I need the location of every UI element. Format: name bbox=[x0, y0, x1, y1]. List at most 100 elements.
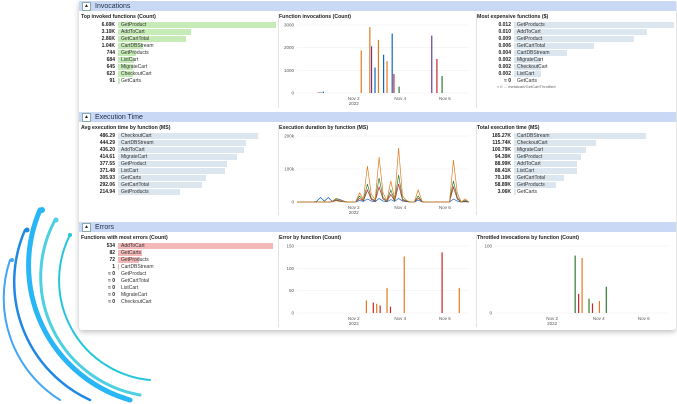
bar-row[interactable]: 414.61 MigrateCart bbox=[81, 153, 277, 160]
bar-row[interactable]: ≈ 0 GetProduct bbox=[81, 270, 277, 277]
bar-fill bbox=[514, 146, 586, 153]
bar-row[interactable]: 305.93 GetCarts bbox=[81, 174, 277, 181]
bar-row[interactable]: ≈ 0 GetCartTotal bbox=[81, 277, 277, 284]
collapse-toggle-icon[interactable]: ▲ bbox=[82, 112, 91, 122]
bar-row[interactable]: 72 GetProducts bbox=[81, 256, 277, 263]
bar-row[interactable]: 70.10K GetCartTotal bbox=[477, 174, 674, 181]
section-header-errors[interactable]: ▲ Errors bbox=[79, 222, 676, 232]
y-tick-label: 100 bbox=[286, 266, 294, 271]
chart-bar bbox=[317, 92, 319, 93]
bar-value: 88.99K bbox=[494, 160, 511, 167]
bar-row[interactable]: 486.29 CheckoutCart bbox=[81, 132, 277, 139]
bar-row[interactable]: 185.27K CartDBStream bbox=[477, 132, 674, 139]
bar-row[interactable]: 377.55 GetProduct bbox=[81, 160, 277, 167]
bar-value: 88.41K bbox=[494, 167, 511, 174]
bar-label: AddToCart bbox=[517, 160, 541, 167]
function-invocations-panel: Function invocations (Count) 0 1000 2000 30… bbox=[279, 14, 475, 109]
x-tick-label: Nov 6 bbox=[439, 316, 451, 321]
bar-label: GetProduct bbox=[517, 35, 543, 42]
bar-label: CartDBStream bbox=[517, 49, 550, 56]
bar-row[interactable]: 444.29 CartDBStream bbox=[81, 139, 277, 146]
bar-row[interactable]: 534 AddToCart bbox=[81, 242, 277, 249]
bar-label: GetProduct bbox=[121, 270, 147, 277]
bar-fill bbox=[118, 132, 258, 139]
bar-row[interactable]: 1 CartDBStream bbox=[81, 263, 277, 270]
chart-bar bbox=[372, 302, 374, 313]
bar-label: AddToCart bbox=[517, 28, 541, 35]
bar-row[interactable]: 2.86K GetCartTotal bbox=[81, 35, 277, 42]
x-tick-sublabel: 2022 bbox=[547, 321, 558, 326]
bar-fill bbox=[118, 167, 225, 174]
bar-label: AddToCart bbox=[121, 242, 145, 249]
bar-row[interactable]: 436.20 AddToCart bbox=[81, 146, 277, 153]
throttled-panel: Throttled invocations by function (Count… bbox=[477, 235, 674, 327]
chart-bar bbox=[574, 255, 576, 313]
bar-value: 6.69K bbox=[101, 21, 115, 28]
x-tick-sublabel: 2022 bbox=[349, 321, 360, 326]
bar-row[interactable]: 94.39K GetProduct bbox=[477, 153, 674, 160]
bar-label: GetProducts bbox=[517, 21, 545, 28]
bar-value: 185.27K bbox=[492, 132, 511, 139]
bar-value: 623 bbox=[106, 70, 115, 77]
bar-row[interactable]: 1.04K CartDBStream bbox=[81, 42, 277, 49]
bar-row[interactable]: 82 GetCarts bbox=[81, 249, 277, 256]
chart-bar bbox=[365, 300, 367, 313]
bar-row[interactable]: 3.10K AddToCart bbox=[81, 28, 277, 35]
bar-row[interactable]: 0.004 CartDBStream bbox=[477, 49, 674, 56]
bar-value: ≈ 0 bbox=[108, 270, 115, 277]
bar-row[interactable]: 0.002 ListCart bbox=[477, 70, 674, 77]
bar-row[interactable]: 623 CheckoutCart bbox=[81, 70, 277, 77]
bar-row[interactable]: 0.012 GetProducts bbox=[477, 21, 674, 28]
dashboard-card: ▲ Invocations Top invoked functions (Cou… bbox=[79, 0, 676, 330]
bar-row[interactable]: 0.009 GetProduct bbox=[477, 35, 674, 42]
bar-value: 2.86K bbox=[101, 35, 115, 42]
collapse-toggle-icon[interactable]: ▲ bbox=[82, 1, 91, 11]
section-header-execution[interactable]: ▲ Execution Time bbox=[79, 112, 676, 122]
most-errors-panel: Functions with most errors (Count) 534 Ad… bbox=[81, 235, 277, 327]
bar-row[interactable]: 0.002 MigrateCart bbox=[477, 56, 674, 63]
chart-bar bbox=[398, 86, 400, 93]
bar-row[interactable]: 0.002 CheckoutCart bbox=[477, 63, 674, 70]
bar-label: CheckoutCart bbox=[121, 132, 152, 139]
section-header-invocations[interactable]: ▲ Invocations bbox=[79, 1, 676, 11]
bar-value: 3.10K bbox=[101, 28, 115, 35]
bar-label: ListCart bbox=[517, 70, 535, 77]
chart-bar bbox=[441, 76, 443, 93]
bar-value: 1.04K bbox=[101, 42, 115, 49]
bar-row[interactable]: 292.06 GetCartTotal bbox=[81, 181, 277, 188]
bar-row[interactable]: ≈ 0 ListCart bbox=[81, 284, 277, 291]
bar-row[interactable]: 115.74K CheckoutCart bbox=[477, 139, 674, 146]
bar-row[interactable]: 88.99K AddToCart bbox=[477, 160, 674, 167]
bar-value: 0.009 bbox=[498, 35, 511, 42]
bar-row[interactable]: 744 GetProducts bbox=[81, 49, 277, 56]
bar-row[interactable]: 58.89K GetProducts bbox=[477, 181, 674, 188]
bar-row[interactable]: 3.06K GetCarts bbox=[477, 188, 674, 195]
bar-row[interactable]: 6.69K GetProduct bbox=[81, 21, 277, 28]
bar-label: CheckoutCart bbox=[121, 298, 152, 305]
bar-fill bbox=[118, 256, 139, 263]
bar-row[interactable]: 371.48 ListCart bbox=[81, 167, 277, 174]
bar-fill bbox=[118, 70, 133, 77]
bar-row[interactable]: 100.79K MigrateCart bbox=[477, 146, 674, 153]
collapse-toggle-icon[interactable]: ▲ bbox=[82, 222, 91, 232]
bar-label: GetCarts bbox=[121, 249, 142, 256]
chart-bar bbox=[386, 287, 388, 313]
bar-row[interactable]: 0.006 GetCartTotal bbox=[477, 42, 674, 49]
bar-row[interactable]: 645 MigrateCart bbox=[81, 63, 277, 70]
bar-row[interactable]: 0.010 AddToCart bbox=[477, 28, 674, 35]
panel-title: Avg execution time by function (MS) bbox=[81, 125, 171, 131]
bar-row[interactable]: ≈ 0 GetCarts bbox=[477, 77, 674, 84]
bar-label: CheckoutCart bbox=[517, 139, 548, 146]
top-invoked-panel: Top invoked functions (Count) 6.69K GetPr… bbox=[81, 14, 277, 109]
bar-row[interactable]: 88.41K ListCart bbox=[477, 167, 674, 174]
bar-row[interactable]: ≈ 0 MigrateCart bbox=[81, 291, 277, 298]
bar-label: CartDBStream bbox=[517, 132, 550, 139]
bar-row[interactable]: 214.94 GetProducts bbox=[81, 188, 277, 195]
bar-value: ≈ 0 bbox=[108, 277, 115, 284]
bar-row[interactable]: 684 ListCart bbox=[81, 56, 277, 63]
bar-row[interactable]: ≈ 0 CheckoutCart bbox=[81, 298, 277, 305]
bar-fill bbox=[118, 21, 276, 28]
bar-row[interactable]: 91 GetCarts bbox=[81, 77, 277, 84]
